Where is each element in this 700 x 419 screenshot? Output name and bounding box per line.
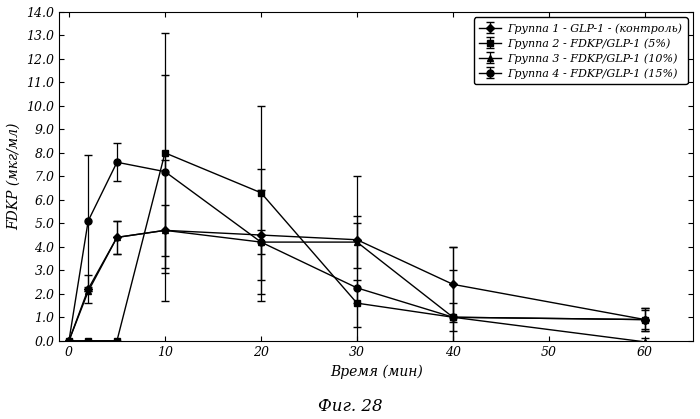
X-axis label: Время (мин): Время (мин) xyxy=(330,364,423,378)
Legend: Группа 1 - GLP-1 - (контроль), Группа 2 - FDKP/GLP-1 (5%), Группа 3 - FDKP/GLP-1: Группа 1 - GLP-1 - (контроль), Группа 2 … xyxy=(474,18,687,84)
Text: Фиг. 28: Фиг. 28 xyxy=(318,398,382,415)
Y-axis label: FDKP (мкг/мл): FDKP (мкг/мл) xyxy=(7,123,21,230)
